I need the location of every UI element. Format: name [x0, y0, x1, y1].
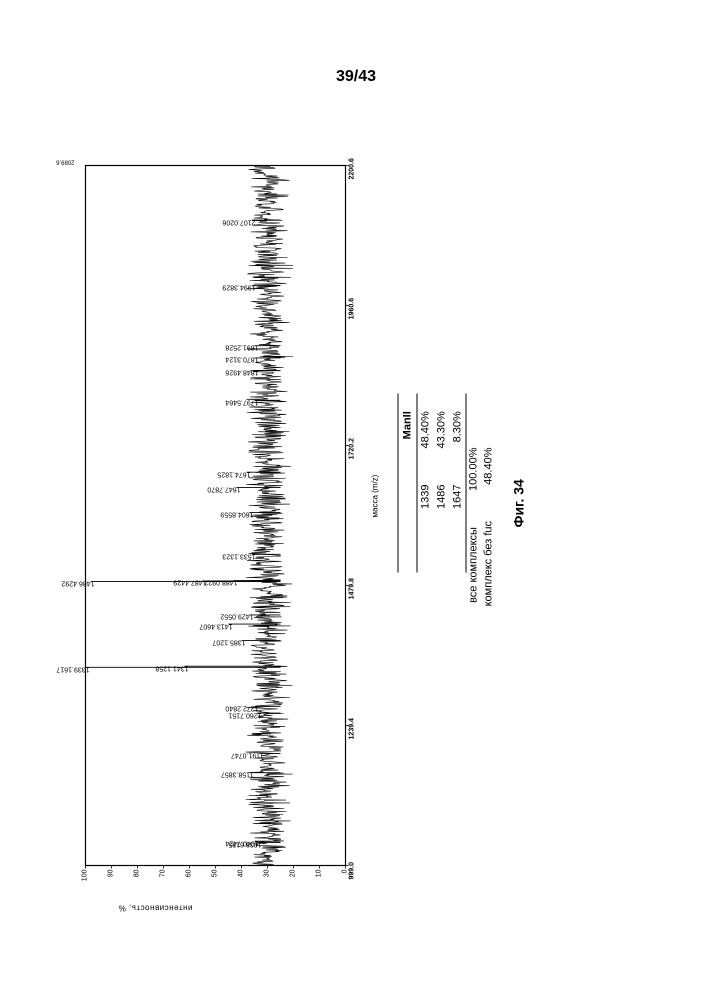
- y-tick-label: 30: [264, 870, 271, 884]
- x-tick-label: 1960.6: [349, 298, 356, 319]
- y-tick-label: 50: [212, 870, 219, 884]
- peak-label: 1891.2528: [225, 344, 258, 351]
- page-number: 39/43: [0, 68, 712, 86]
- x-tick-label: 1720.2: [349, 438, 356, 459]
- peak-label: 1341.1258: [155, 664, 188, 671]
- peak-label: 1674.1825: [218, 470, 251, 477]
- x-tick-label: 2200.6: [349, 158, 356, 179]
- y-tick-label: 90: [108, 870, 115, 884]
- summary-value-1: 48.40%: [483, 448, 495, 485]
- y-tick-label: 20: [290, 870, 297, 884]
- x-tick-label: 1479.8: [349, 578, 356, 599]
- peak-label: 1385.1207: [212, 639, 245, 646]
- summary-label-1: комплекс без fuc: [483, 521, 495, 606]
- ymax-label: 2089.6: [56, 159, 74, 165]
- y-axis-label: интенсивность, %: [118, 904, 192, 913]
- figure-caption: Фиг. 34: [511, 479, 527, 527]
- table-cell-pct: 8.30%: [450, 393, 467, 466]
- x-tick-label: 1239.4: [349, 718, 356, 739]
- table-cell-pct: 48.40%: [417, 393, 434, 466]
- peak-label: 1647.7870: [207, 486, 240, 493]
- table-cell-mass: 1339: [417, 467, 434, 573]
- y-tick-label: 10: [316, 870, 323, 884]
- peak-label: 1488.0922: [205, 579, 238, 586]
- peak-label: 1797.5464: [225, 398, 258, 405]
- table-cell-mass: 1486: [434, 467, 450, 573]
- peak-label: 1533.1323: [223, 552, 256, 559]
- peak-label: 1848.4926: [225, 369, 258, 376]
- peak-label: 1413.4607: [199, 622, 232, 629]
- peak-label: 1191.0747: [231, 752, 264, 759]
- y-tick-label: 100: [82, 870, 89, 884]
- peak-label: 1158.3857: [221, 771, 254, 778]
- summary-row: комплекс без fuc 48.40%: [483, 448, 495, 668]
- peak-label: 1038.6135: [228, 840, 261, 847]
- peak-label: 1429.0552: [220, 613, 253, 620]
- y-tick-label: 60: [186, 870, 193, 884]
- table-row: 148643.30%: [434, 393, 450, 572]
- peak-label: 1604.8559: [220, 511, 253, 518]
- peak-label: 1994.3829: [223, 284, 256, 291]
- x-axis-label: масса (m/z): [371, 475, 380, 518]
- table-cell-mass: 1647: [450, 467, 467, 573]
- peak-label: 1870.3124: [225, 356, 258, 363]
- summary-row: все комплексы 100.00%: [468, 448, 480, 668]
- y-tick-label: 0: [342, 870, 349, 884]
- summary-value-0: 100.00%: [468, 448, 480, 491]
- figure-container: 0102030405060708090100 999.01239.41479.8…: [0, 243, 712, 798]
- y-tick-label: 80: [134, 870, 141, 884]
- summary-label-0: все комплексы: [468, 527, 480, 603]
- y-tick-label: 70: [160, 870, 167, 884]
- peak-label: 2107.0206: [223, 218, 256, 225]
- table-row: 16478.30%: [450, 393, 467, 572]
- peak-label: 1260.7151: [228, 711, 261, 718]
- table-header-manii: ManII: [398, 393, 417, 466]
- peak-label: 1339.1617: [56, 665, 89, 672]
- peak-label: 1272.2840: [225, 704, 258, 711]
- y-tick-label: 40: [238, 870, 245, 884]
- peak-label: 1486.4292: [62, 580, 95, 587]
- table-cell-pct: 43.30%: [434, 393, 450, 466]
- peak-label: 1487.4429: [173, 579, 206, 586]
- table-row: 133948.40%: [417, 393, 434, 572]
- x-tick-label: 999.0: [349, 862, 356, 880]
- data-table: ManII 133948.40%148643.30%16478.30%: [398, 393, 467, 572]
